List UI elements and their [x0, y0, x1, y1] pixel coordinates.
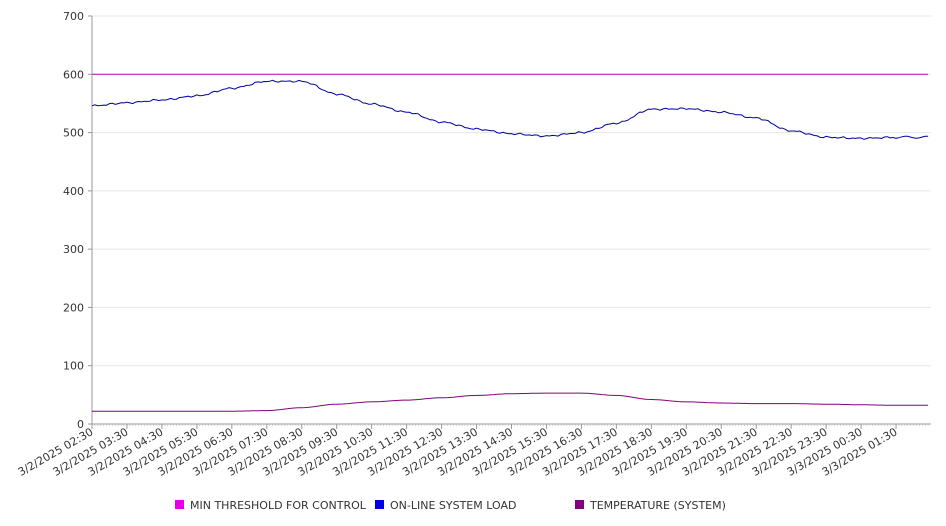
- axes: [88, 15, 931, 429]
- y-tick-label: 0: [77, 418, 84, 431]
- legend-label-2: TEMPERATURE (SYSTEM): [589, 499, 726, 512]
- grid-lines: [92, 15, 931, 367]
- y-tick-label: 300: [63, 243, 84, 256]
- y-tick-label: 700: [63, 10, 84, 23]
- legend: MIN THRESHOLD FOR CONTROL ON-LINE SYSTEM …: [175, 499, 726, 512]
- y-tick-label: 100: [63, 360, 84, 373]
- y-tick-label: 500: [63, 127, 84, 140]
- legend-swatch-1: [375, 500, 384, 509]
- y-tick-label: 400: [63, 185, 84, 198]
- x-tick-labels: 3/2/2025 02:303/2/2025 03:303/2/2025 04:…: [16, 425, 900, 479]
- legend-swatch-2: [575, 500, 584, 509]
- legend-swatch-0: [175, 500, 184, 509]
- y-tick-label: 600: [63, 68, 84, 81]
- legend-label-1: ON-LINE SYSTEM LOAD: [390, 499, 516, 512]
- series-line-2: [92, 392, 929, 412]
- legend-label-0: MIN THRESHOLD FOR CONTROL: [190, 499, 367, 512]
- series-lines: [91, 73, 929, 412]
- y-tick-label: 200: [63, 301, 84, 314]
- y-tick-labels: 0 100 200 300 400 500 600 700: [63, 10, 84, 431]
- series-line-1: [91, 79, 929, 140]
